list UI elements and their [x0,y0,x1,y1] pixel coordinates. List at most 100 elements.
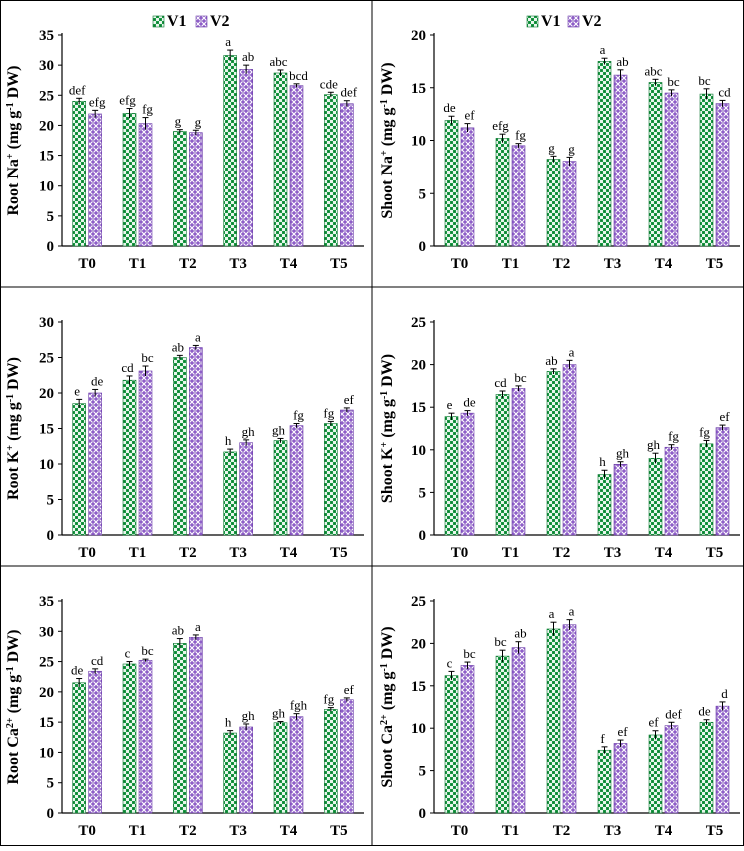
data-label: fg [699,424,710,439]
y-tick-label: 5 [419,764,427,780]
data-label: cd [718,84,731,99]
x-tick-label: T3 [229,545,247,561]
bar-v2-t1 [138,370,153,536]
data-label: fg [142,102,153,117]
y-axis-label: Shoot Na+ (mg g-1 DW) [379,62,397,218]
x-tick-label: T2 [179,256,197,272]
bar-v2-t4 [664,446,679,536]
bar-v2-t5 [340,103,354,247]
bar-v1-t5 [324,423,338,536]
x-tick-label: T3 [604,545,622,561]
bar-v2-t1 [511,145,526,247]
data-label: a [569,344,575,359]
y-axis-label: Root K+ (mg g-1 DW) [5,357,23,500]
data-label: fg [515,128,526,143]
data-label: ef [617,724,628,739]
y-tick-label: 5 [47,776,55,792]
data-label: g [548,140,555,155]
data-label: fg [323,692,334,707]
x-tick-label: T2 [553,823,571,839]
data-label: gh [647,437,661,452]
data-label: ab [172,339,184,354]
bar-v2-t5 [340,699,354,814]
bar-v1-t4 [648,734,663,814]
bar-v1-t1 [122,379,137,536]
legend-label-v1: V1 [541,13,561,30]
bar-v2-t2 [562,624,577,814]
x-tick-label: T3 [229,256,247,272]
data-label: de [443,100,456,115]
y-tick-label: 0 [47,239,55,255]
x-tick-label: T1 [502,545,520,561]
bar-v1-t2 [546,159,561,247]
bar-v2-t5 [715,705,730,814]
bar-v1-t5 [324,94,338,247]
x-tick-label: T4 [280,256,298,272]
bar-v2-t2 [189,132,203,247]
x-tick-label: T0 [451,256,469,272]
y-tick-label: 25 [411,315,426,331]
data-label: ab [616,54,628,69]
y-tick-label: 10 [39,457,54,473]
y-tick-label: 15 [39,149,54,165]
x-tick-label: T2 [179,823,197,839]
bar-v1-t5 [699,93,714,247]
x-tick-label: T3 [604,256,622,272]
bar-v2-t1 [511,388,526,536]
data-label: h [225,433,232,448]
y-tick-label: 5 [47,493,55,509]
x-tick-label: T1 [129,256,147,272]
bar-v1-t0 [444,675,459,814]
data-label: bcd [289,68,308,83]
bar-v1-t5 [324,709,338,814]
chart-shoot-na: 0 5 10 15 20 Shoot Na+ (mg g-1 DW) de ef T0 efgfg… [379,13,740,272]
bar-v1-t2 [546,628,561,814]
data-label: ef [464,108,475,123]
y-tick-label: 5 [47,209,55,225]
data-label: bc [667,74,680,89]
y-tick-label: 0 [47,528,55,544]
x-tick-label: T5 [706,823,724,839]
bar-v1-t3 [223,451,237,536]
bar-v2-t4 [289,425,304,536]
x-tick-label: T1 [129,545,147,561]
bar-v1-t3 [597,61,612,247]
data-label: bc [141,350,154,365]
data-label: ef [344,682,355,697]
legend-label-v2: V2 [210,13,230,30]
y-tick-label: 10 [411,443,426,459]
x-tick-label: T4 [655,256,673,272]
x-tick-label: T2 [179,545,197,561]
x-tick-label: T1 [502,823,520,839]
data-label: h [599,454,606,469]
data-label: cde [320,76,338,91]
y-tick-label: 30 [39,58,54,74]
bar-v1-t5 [699,443,714,536]
data-label: fg [323,405,334,420]
data-label: cd [494,375,507,390]
bar-v2-t1 [138,660,153,814]
bar-v2-t3 [613,463,628,536]
bar-v1-t0 [444,120,459,247]
bar-v1-t4 [648,458,663,536]
y-tick-label: 30 [39,624,54,640]
x-tick-label: T0 [78,823,96,839]
data-label: ab [242,49,254,64]
bar-v1-t2 [173,131,187,247]
y-tick-label: 0 [47,806,55,822]
data-label: gh [242,424,256,439]
legend-label-v1: V1 [167,13,187,30]
data-label: a [195,329,201,344]
x-tick-label: T0 [451,545,469,561]
data-label: bc [514,370,527,385]
data-label: g [568,141,575,156]
bar-v2-t1 [138,123,153,247]
y-tick-label: 25 [411,594,426,610]
data-label: f [600,731,605,746]
bar-v1-t3 [223,732,237,814]
bar-v2-t0 [460,127,475,247]
bar-v2-t2 [189,347,203,536]
